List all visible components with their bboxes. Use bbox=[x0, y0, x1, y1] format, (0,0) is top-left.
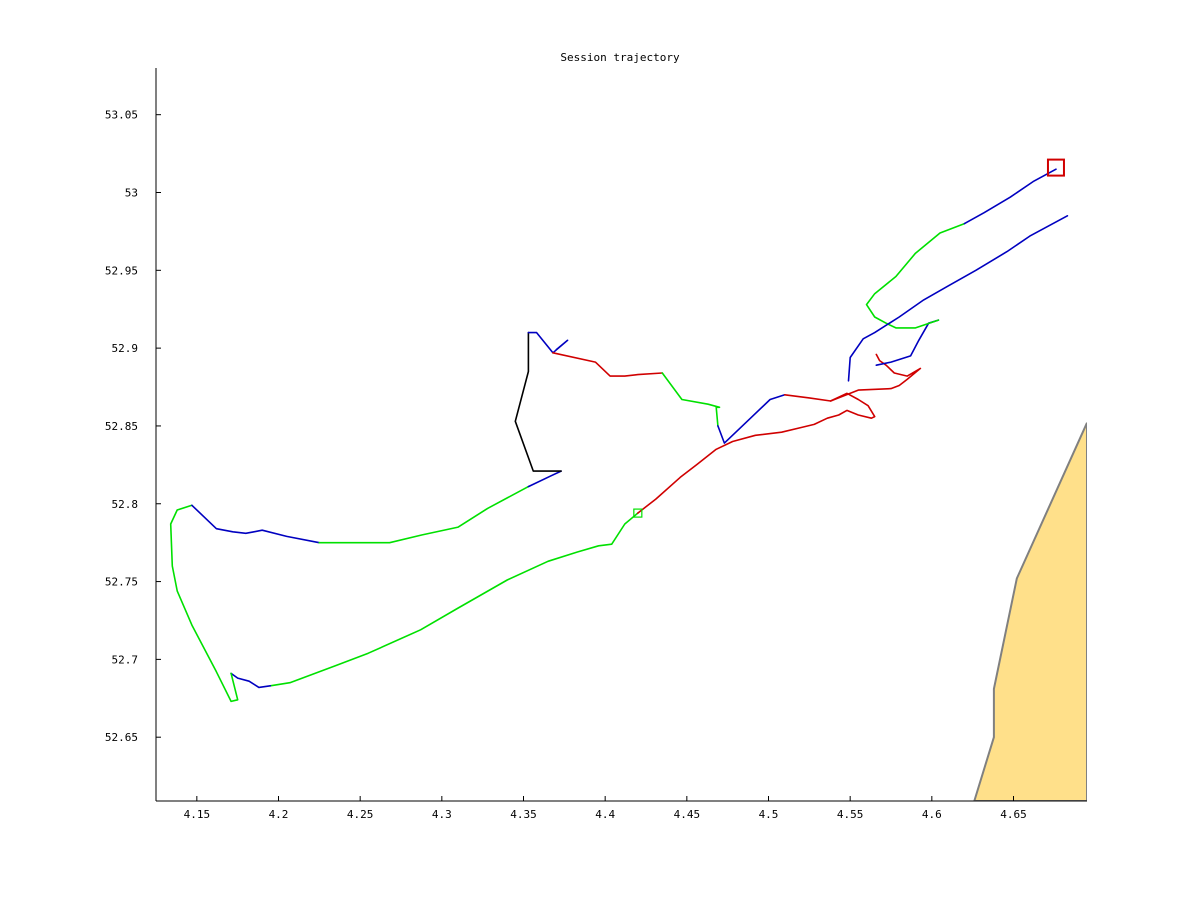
trajectory-segment-blue bbox=[230, 672, 272, 689]
x-tick-label: 4.35 bbox=[510, 808, 537, 821]
y-tick-label: 52.8 bbox=[112, 498, 139, 511]
land-area bbox=[973, 422, 1087, 801]
start-marker bbox=[633, 508, 643, 518]
land-polygon bbox=[973, 422, 1087, 801]
x-tick-label: 4.3 bbox=[432, 808, 452, 821]
y-tick-label: 53 bbox=[125, 187, 138, 200]
trajectory-segment-green bbox=[661, 372, 721, 427]
x-tick-label: 4.5 bbox=[759, 808, 779, 821]
x-tick-label: 4.4 bbox=[595, 808, 615, 821]
chart-title: Session trajectory bbox=[560, 51, 680, 64]
trajectory-segment-blue bbox=[717, 393, 786, 444]
trajectory-segment-blue bbox=[963, 168, 1057, 225]
y-tick-label: 52.85 bbox=[105, 420, 138, 433]
y-tick-label: 52.9 bbox=[112, 342, 139, 355]
trajectory-segment-blue bbox=[847, 215, 1069, 382]
y-tick-label: 52.7 bbox=[112, 653, 139, 666]
trajectory-segment-black bbox=[514, 331, 562, 472]
x-tick-label: 4.2 bbox=[269, 808, 289, 821]
y-tick-label: 53.05 bbox=[105, 109, 138, 122]
x-tick-label: 4.45 bbox=[674, 808, 701, 821]
trajectory-segment-green bbox=[318, 485, 530, 544]
trajectory-segment-green bbox=[269, 512, 639, 687]
x-tick-label: 4.55 bbox=[837, 808, 864, 821]
trajectory-series bbox=[169, 168, 1069, 703]
trajectory-segment-red bbox=[552, 351, 664, 377]
trajectory-segment-green bbox=[865, 222, 966, 329]
x-axis-ticks: 4.15 4.2 4.25 4.3 4.35 4.4 4.45 4.5 4.55 4.6 4.65 bbox=[184, 796, 1027, 821]
trajectory-segment-blue bbox=[191, 504, 321, 544]
x-tick-label: 4.25 bbox=[347, 808, 374, 821]
y-tick-label: 52.95 bbox=[105, 264, 138, 277]
x-tick-label: 4.6 bbox=[922, 808, 942, 821]
x-tick-label: 4.15 bbox=[184, 808, 211, 821]
trajectory-segment-blue bbox=[527, 470, 562, 488]
y-tick-label: 52.65 bbox=[105, 731, 138, 744]
y-axis-ticks: 52.65 52.7 52.75 52.8 52.85 52.9 52.95 53 53.05 bbox=[105, 109, 161, 744]
trajectory-segment-green bbox=[169, 504, 239, 703]
end-marker bbox=[1046, 158, 1065, 177]
x-tick-label: 4.65 bbox=[1000, 808, 1027, 821]
trajectory-markers bbox=[633, 158, 1065, 518]
y-tick-label: 52.75 bbox=[105, 576, 138, 589]
trajectory-segment-red bbox=[636, 392, 876, 514]
